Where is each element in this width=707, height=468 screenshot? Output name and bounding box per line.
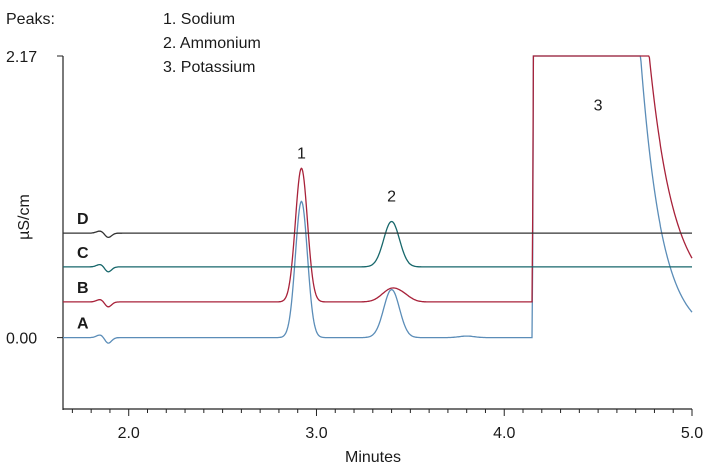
x-tick-label: 5.0: [681, 425, 703, 442]
peak-label: 3: [594, 98, 603, 115]
trace-b: [63, 55, 693, 308]
trace-labels: A B CD: [77, 211, 89, 332]
y-axis-title: µS/cm: [16, 194, 33, 240]
legend: 1. Sodium 2. Ammonium 3. Potassium: [163, 11, 261, 76]
trace-label-d: D: [77, 211, 89, 228]
x-axis-ticks: 2.0 3.0 4.0 5.0: [71, 409, 703, 442]
legend-item: 1. Sodium: [163, 11, 235, 28]
traces: [63, 55, 693, 344]
legend-item: 2. Ammonium: [163, 35, 261, 52]
x-tick-label: 2.0: [118, 425, 140, 442]
trace-label-c: C: [77, 245, 89, 262]
y-tick-label: 0.00: [6, 331, 37, 348]
y-axis-ticks: 0.00 2.17: [6, 49, 63, 348]
x-tick-label: 4.0: [493, 425, 515, 442]
peak-label: 2: [387, 188, 396, 205]
trace-d: [63, 230, 692, 239]
legend-item: 3. Potassium: [163, 59, 255, 76]
peak-labels: 1 2 3: [297, 98, 603, 206]
x-tick-label: 3.0: [305, 425, 327, 442]
trace-label-a: A: [77, 316, 89, 333]
trace-label-b: B: [77, 280, 89, 297]
y-tick-label: 2.17: [6, 49, 37, 66]
trace-c: [63, 220, 692, 273]
legend-header: Peaks:: [6, 11, 55, 28]
x-axis-title: Minutes: [345, 449, 401, 466]
peak-label: 1: [297, 146, 306, 163]
